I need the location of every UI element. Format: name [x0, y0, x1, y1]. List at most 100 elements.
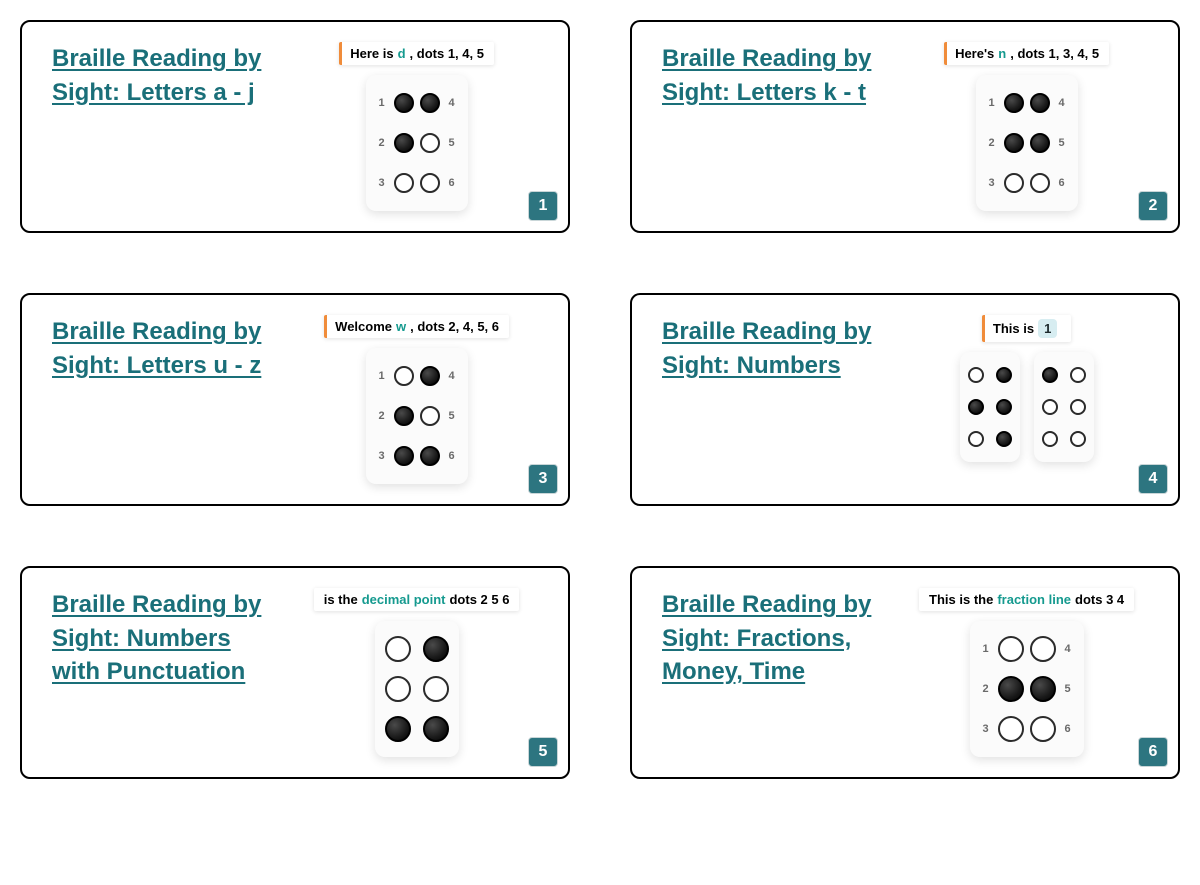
lesson-card: Braille Reading by Sight: Letters a - j H…: [20, 20, 570, 233]
dot-label: 4: [1056, 97, 1068, 109]
caption-post: dots 3 4: [1075, 592, 1124, 607]
braille-cell: [1034, 352, 1094, 462]
card-number-badge: 6: [1138, 737, 1168, 767]
dot-label: 2: [376, 137, 388, 149]
card-number-badge: 3: [528, 464, 558, 494]
braille-dot-1: [385, 636, 411, 662]
braille-dot-5: [1070, 399, 1086, 415]
card-number-badge: 2: [1138, 191, 1168, 221]
dot-label: 6: [446, 450, 458, 462]
braille-dot-6: [996, 431, 1012, 447]
dot-label: 3: [376, 177, 388, 189]
caption: Welcome w, dots 2, 4, 5, 6: [324, 315, 509, 338]
braille-dot-1: [394, 93, 414, 113]
braille-cell: 142536: [976, 75, 1078, 211]
braille-cell: 142536: [970, 621, 1084, 757]
braille-dot-4: [420, 93, 440, 113]
braille-dot-3: [968, 431, 984, 447]
braille-dot-2: [968, 399, 984, 415]
braille-cell: [375, 621, 459, 757]
caption: Here's n, dots 1, 3, 4, 5: [944, 42, 1109, 65]
braille-dot-2: [998, 676, 1024, 702]
cells-row: 142536: [976, 75, 1078, 211]
braille-dot-6: [1030, 716, 1056, 742]
braille-cell: 142536: [366, 348, 468, 484]
lesson-link[interactable]: Braille Reading by Sight: Letters k - t: [662, 42, 885, 109]
caption-post: dots 2 5 6: [449, 592, 509, 607]
braille-cell: 142536: [366, 75, 468, 211]
braille-dot-1: [1042, 367, 1058, 383]
braille-dot-5: [1030, 676, 1056, 702]
dot-label: 3: [980, 723, 992, 735]
illustration: Welcome w, dots 2, 4, 5, 6142536: [285, 315, 548, 484]
braille-dot-4: [1030, 636, 1056, 662]
braille-dot-2: [385, 676, 411, 702]
dot-label: 4: [446, 97, 458, 109]
cells-row: 142536: [366, 348, 468, 484]
caption-pre: This is: [993, 321, 1034, 336]
caption-pre: Here is: [350, 46, 393, 61]
illustration: is the decimal point dots 2 5 6: [285, 588, 548, 757]
dot-label: 6: [1062, 723, 1074, 735]
braille-dot-3: [1042, 431, 1058, 447]
caption-highlight: decimal point: [362, 592, 446, 607]
dot-label: 6: [1056, 177, 1068, 189]
dot-label: 5: [1056, 137, 1068, 149]
lesson-link[interactable]: Braille Reading by Sight: Fractions, Mon…: [662, 588, 885, 689]
lesson-card: Braille Reading by Sight: Fractions, Mon…: [630, 566, 1180, 779]
card-number-badge: 5: [528, 737, 558, 767]
braille-dot-6: [423, 716, 449, 742]
braille-dot-2: [1004, 133, 1024, 153]
dot-label: 1: [986, 97, 998, 109]
caption-pre: Welcome: [335, 319, 392, 334]
braille-dot-5: [1030, 133, 1050, 153]
dot-label: 2: [980, 683, 992, 695]
caption: This is the fraction line dots 3 4: [919, 588, 1134, 611]
lesson-link[interactable]: Braille Reading by Sight: Letters u - z: [52, 315, 275, 382]
cells-row: [375, 621, 459, 757]
braille-dot-4: [1070, 367, 1086, 383]
braille-dot-4: [423, 636, 449, 662]
caption-pre: This is the: [929, 592, 993, 607]
card-number-badge: 1: [528, 191, 558, 221]
caption-highlight: fraction line: [997, 592, 1071, 607]
lesson-card: Braille Reading by Sight: Letters k - t H…: [630, 20, 1180, 233]
lesson-link[interactable]: Braille Reading by Sight: Letters a - j: [52, 42, 275, 109]
caption: Here is d, dots 1, 4, 5: [339, 42, 494, 65]
dot-label: 1: [376, 370, 388, 382]
caption-pre: is the: [324, 592, 358, 607]
caption-post: , dots 2, 4, 5, 6: [410, 319, 499, 334]
braille-dot-6: [420, 446, 440, 466]
dot-label: 3: [376, 450, 388, 462]
lesson-link[interactable]: Braille Reading by Sight: Numbers: [662, 315, 885, 382]
dot-label: 2: [986, 137, 998, 149]
caption-highlight: d: [398, 46, 406, 61]
caption-pre: Here's: [955, 46, 994, 61]
braille-cell: [960, 352, 1020, 462]
braille-dot-2: [394, 133, 414, 153]
braille-dot-3: [385, 716, 411, 742]
lesson-link[interactable]: Braille Reading by Sight: Numbers with P…: [52, 588, 275, 689]
dot-label: 5: [446, 137, 458, 149]
dot-label: 1: [376, 97, 388, 109]
braille-dot-1: [394, 366, 414, 386]
braille-dot-2: [394, 406, 414, 426]
cells-row: 142536: [970, 621, 1084, 757]
braille-dot-6: [420, 173, 440, 193]
dot-label: 2: [376, 410, 388, 422]
illustration: Here's n, dots 1, 3, 4, 5142536: [895, 42, 1158, 211]
lesson-card: Braille Reading by Sight: Letters u - z W…: [20, 293, 570, 506]
illustration: This is 1: [895, 315, 1158, 462]
braille-dot-2: [1042, 399, 1058, 415]
braille-dot-3: [394, 446, 414, 466]
caption-highlight: n: [998, 46, 1006, 61]
illustration: Here is d, dots 1, 4, 5142536: [285, 42, 548, 211]
dot-label: 5: [1062, 683, 1074, 695]
braille-dot-6: [1070, 431, 1086, 447]
braille-dot-1: [968, 367, 984, 383]
illustration: This is the fraction line dots 3 4142536: [895, 588, 1158, 757]
braille-dot-5: [996, 399, 1012, 415]
dot-label: 4: [446, 370, 458, 382]
caption-highlight: 1: [1038, 319, 1057, 338]
braille-dot-5: [420, 406, 440, 426]
